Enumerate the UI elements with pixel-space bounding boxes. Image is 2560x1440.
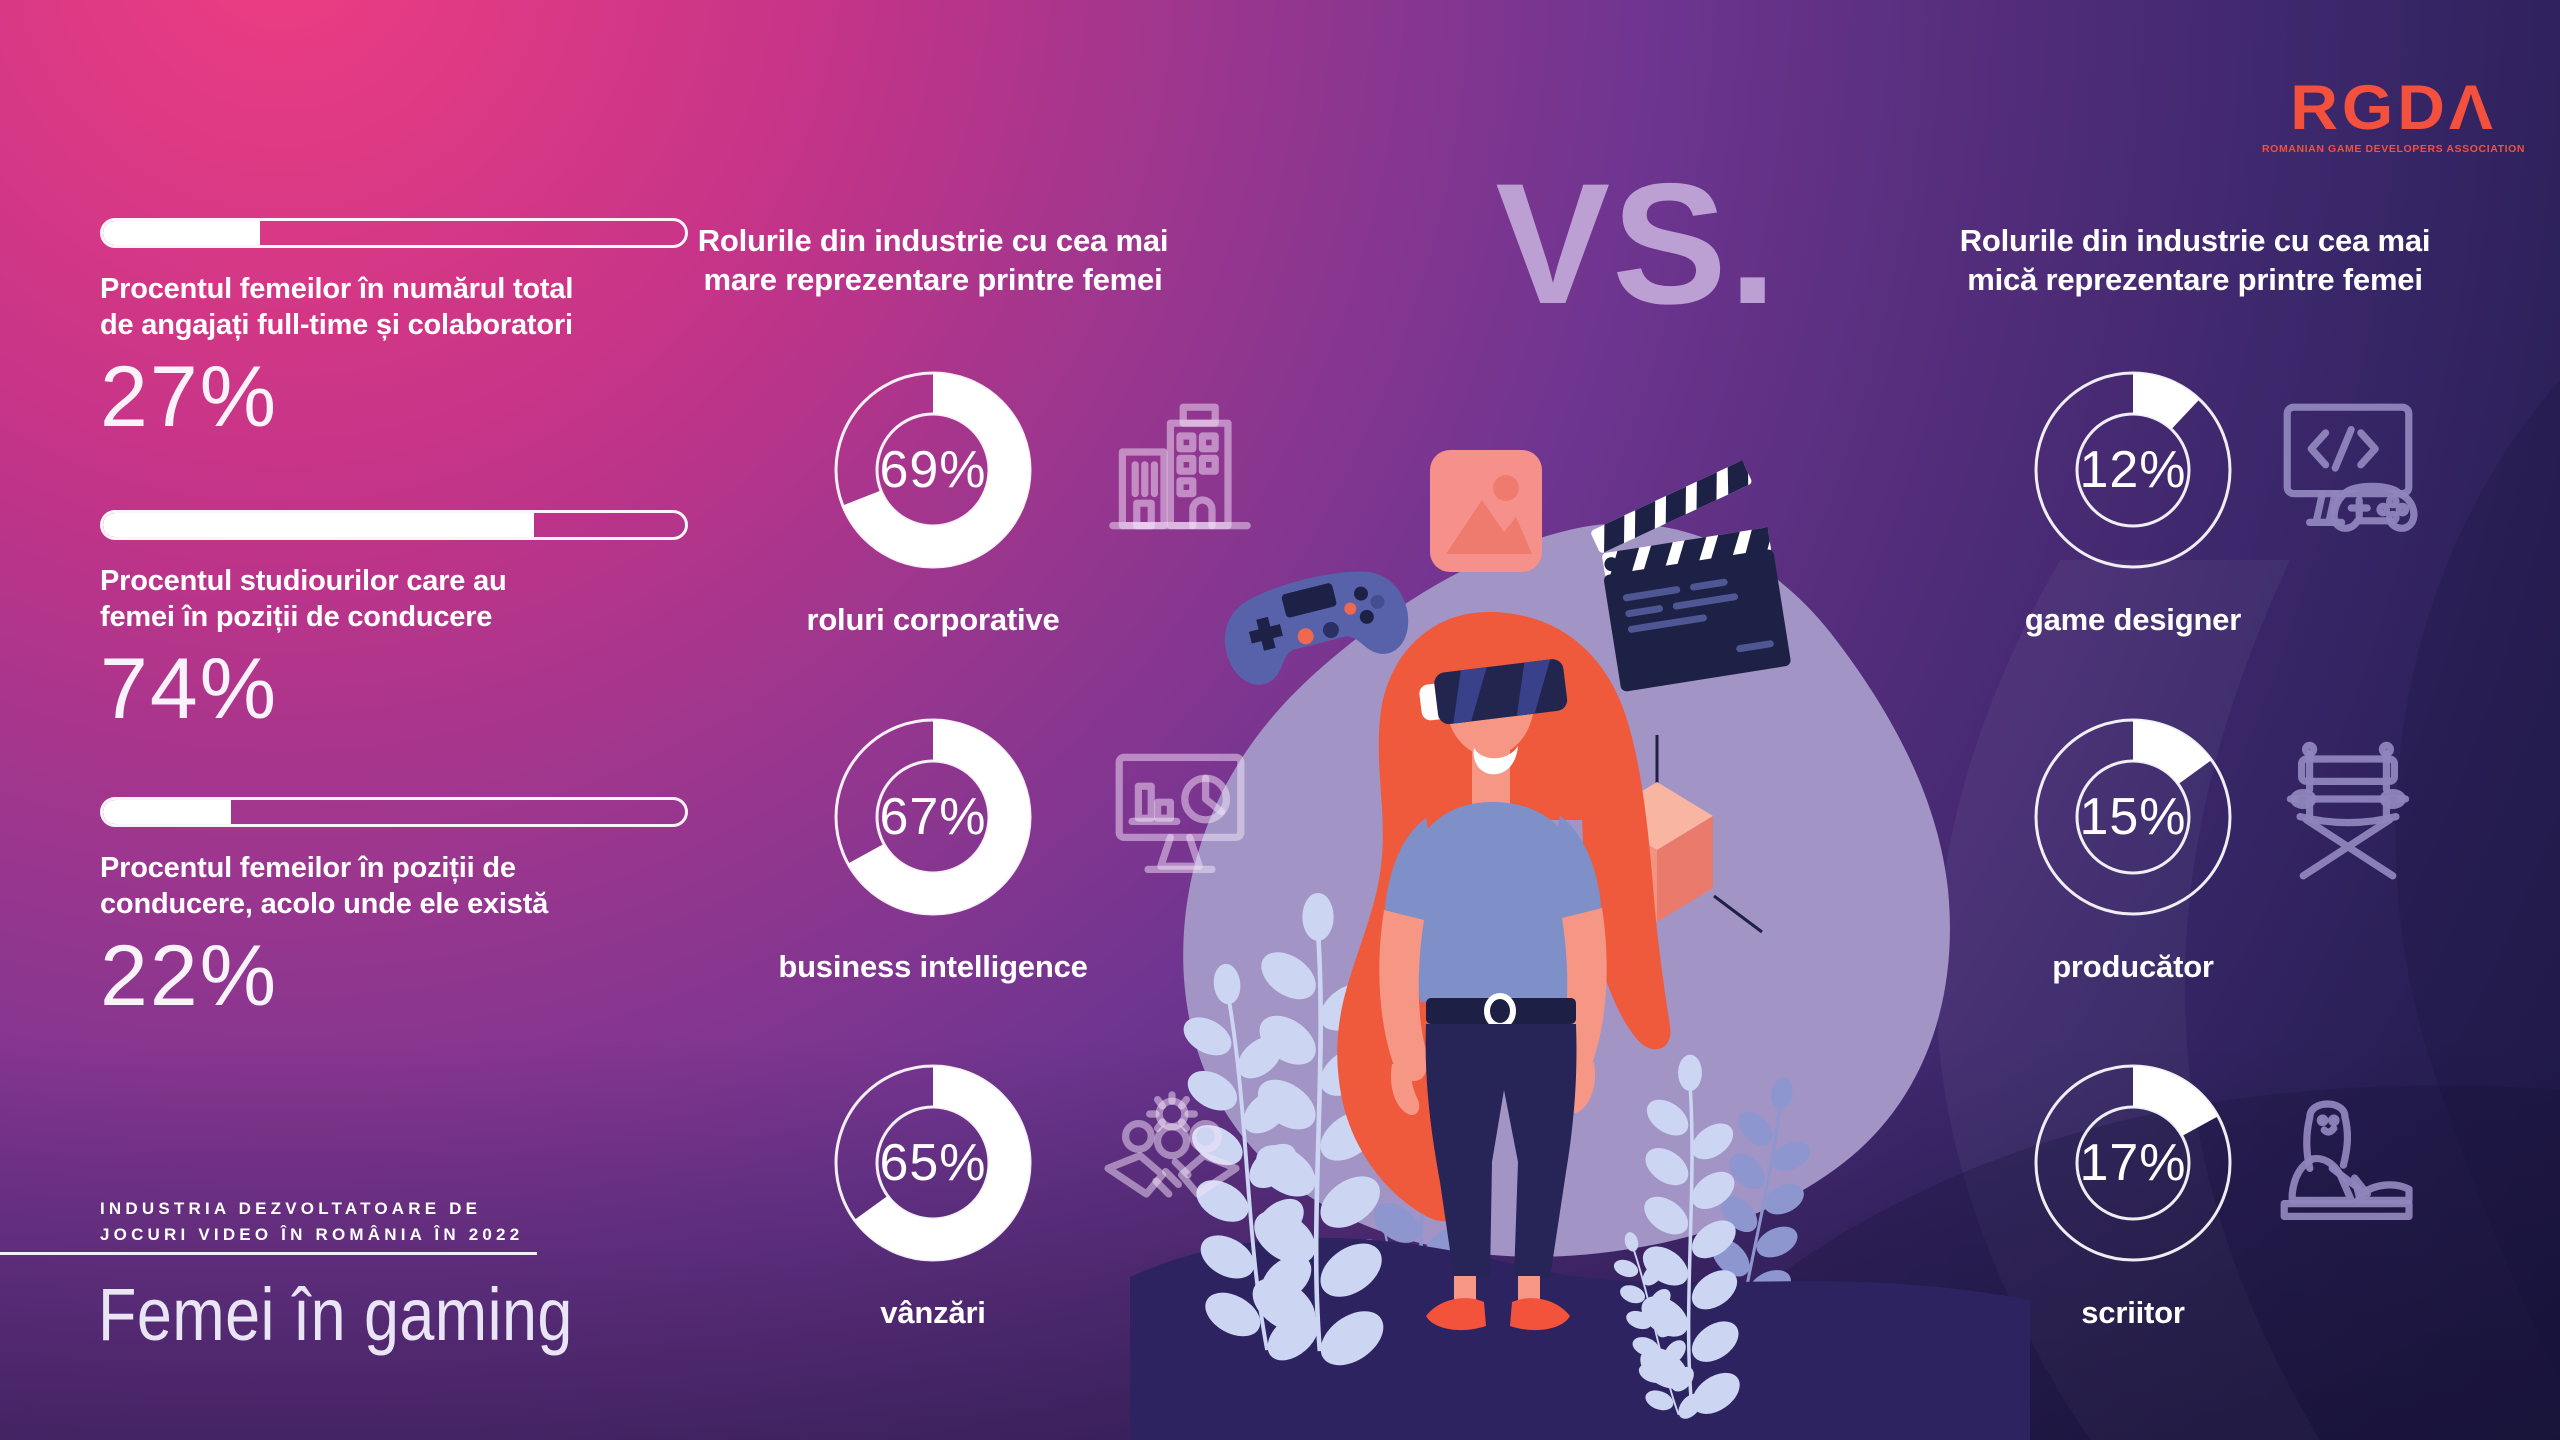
donut-business-intelligence: 67% (823, 707, 1043, 927)
pants (1425, 1024, 1577, 1278)
stat-label: Procentul studiourilor care au femei în … (100, 565, 507, 633)
shoe-left (1426, 1298, 1486, 1331)
role-label-scriitor: scriitor (2081, 1295, 2185, 1330)
most-represented-header: Rolurile din industrie cu cea mai mare r… (697, 223, 1169, 297)
role-label-producator: producător (2052, 949, 2214, 984)
clapperboard-icon (1591, 460, 1791, 692)
arm-left (1379, 910, 1428, 1082)
progress-bar-fulltime (100, 218, 688, 248)
donut-value: 67% (879, 788, 987, 846)
office-building-icon (1100, 388, 1260, 548)
donut-scriitor: 17% (2023, 1053, 2243, 1273)
director-chair-icon (2268, 735, 2428, 895)
donut-value: 69% (879, 441, 987, 499)
progress-bar-fill (103, 513, 534, 537)
gamepad-icon (1224, 571, 1409, 685)
donut-value: 17% (2079, 1134, 2187, 1192)
vr-headset (1419, 659, 1568, 725)
handshake-team-icon (1092, 1082, 1252, 1242)
progress-bar-leadership (100, 797, 688, 827)
role-label-game-designer: game designer (2024, 602, 2242, 637)
picture-icon (1430, 450, 1542, 572)
progress-bar-fill (103, 800, 232, 824)
least-represented-header: Rolurile din industrie cu cea mai mică r… (1959, 223, 2431, 297)
role-label-vanzari: vânzări (880, 1295, 986, 1330)
stat-value: 22% (100, 927, 279, 1024)
stat-block-fulltime: Procentul femeilor în numărul total de a… (100, 218, 700, 442)
vs-label: VS. (1495, 148, 1779, 340)
shirt (1410, 802, 1579, 1002)
donut-game-designer: 12% (2023, 360, 2243, 580)
stat-label: Procentul femeilor în poziții de conduce… (100, 852, 549, 920)
role-label-business-intelligence: business intelligence (778, 949, 1088, 984)
stat-block-leadership: Procentul femeilor în poziții de conduce… (100, 797, 700, 1021)
donut-roluri-corporative: 69% (823, 360, 1043, 580)
stat-label: Procentul femeilor în numărul total de a… (100, 273, 574, 341)
code-gamepad-icon (2268, 388, 2428, 548)
shoe-right (1510, 1298, 1570, 1331)
woman-figure (1337, 612, 1671, 1331)
role-label-roluri-corporative: roluri corporative (806, 602, 1060, 637)
rgda-logo-tagline: ROMANIAN GAME DEVELOPERS ASSOCIATION (2262, 142, 2526, 155)
footer-divider (0, 1252, 537, 1255)
smile (1473, 746, 1518, 775)
progress-bar-fill (103, 221, 261, 245)
stat-value: 74% (100, 640, 279, 737)
rgda-logo-wordmark: RGDΛ (2290, 71, 2497, 143)
hand-left (1390, 1064, 1420, 1116)
page-title: Femei în gaming (98, 1273, 573, 1356)
ankle-left (1454, 1276, 1476, 1304)
ankle-right (1518, 1276, 1540, 1304)
donut-vanzari: 65% (823, 1053, 1043, 1273)
progress-bar-studios (100, 510, 688, 540)
donut-value: 15% (2079, 788, 2187, 846)
vr-woman-illustration (1130, 450, 2030, 1440)
stat-block-studios: Procentul studiourilor care au femei în … (100, 510, 700, 734)
stat-value: 27% (100, 348, 279, 445)
rgda-logo: RGDΛ ROMANIAN GAME DEVELOPERS ASSOCIATIO… (2262, 76, 2525, 155)
donut-value: 65% (879, 1134, 987, 1192)
analytics-monitor-icon (1100, 735, 1260, 895)
belt (1426, 998, 1576, 1024)
donut-value: 12% (2079, 441, 2187, 499)
writer-icon (2265, 1082, 2425, 1242)
footer-eyebrow: INDUSTRIA DEZVOLTATOARE DE JOCURI VIDEO … (100, 1199, 524, 1245)
donut-producator: 15% (2023, 707, 2243, 927)
